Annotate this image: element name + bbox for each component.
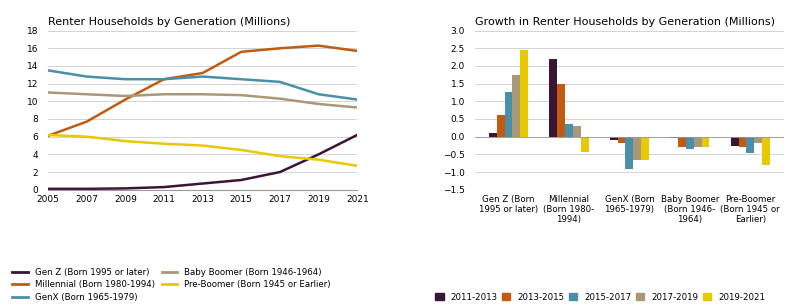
Millennial (Born 1980-1994) (43, 134, 53, 138)
Bar (565, 124, 573, 137)
GenX (Born 1965-1979) (353, 98, 362, 101)
Text: Renter Households by Generation (Millions): Renter Households by Generation (Million… (48, 17, 290, 27)
Bar (520, 50, 528, 137)
Pre-Boomer (Born 1945 or Earlier) (353, 164, 362, 168)
Bar (730, 137, 738, 146)
GenX (Born 1965-1979) (43, 69, 53, 72)
GenX (Born 1965-1979) (198, 75, 207, 78)
Gen Z (Born 1995 or later) (353, 133, 362, 137)
Bar (489, 133, 497, 137)
Millennial (Born 1980-1994) (237, 50, 246, 54)
Bar (746, 137, 754, 153)
Baby Boomer (Born 1946-1964) (121, 94, 130, 98)
Gen Z (Born 1995 or later) (82, 187, 91, 191)
Baby Boomer (Born 1946-1964) (198, 92, 207, 96)
Bar (670, 137, 678, 138)
Bar (694, 137, 702, 147)
Line: Baby Boomer (Born 1946-1964): Baby Boomer (Born 1946-1964) (48, 92, 358, 107)
Pre-Boomer (Born 1945 or Earlier) (314, 158, 323, 162)
Bar (557, 84, 565, 137)
Millennial (Born 1980-1994) (159, 77, 169, 81)
Bar (678, 137, 686, 147)
Bar (738, 137, 746, 147)
Pre-Boomer (Born 1945 or Earlier) (121, 139, 130, 143)
Millennial (Born 1980-1994) (275, 47, 285, 50)
Baby Boomer (Born 1946-1964) (159, 92, 169, 96)
Bar (512, 75, 520, 137)
Text: Growth in Renter Households by Generation (Millions): Growth in Renter Households by Generatio… (474, 17, 774, 27)
Gen Z (Born 1995 or later) (121, 187, 130, 190)
Line: Gen Z (Born 1995 or later): Gen Z (Born 1995 or later) (48, 135, 358, 189)
Pre-Boomer (Born 1945 or Earlier) (82, 135, 91, 139)
Baby Boomer (Born 1946-1964) (43, 91, 53, 94)
Bar (505, 92, 512, 137)
Gen Z (Born 1995 or later) (237, 178, 246, 182)
Line: Millennial (Born 1980-1994): Millennial (Born 1980-1994) (48, 46, 358, 136)
Bar (610, 137, 618, 140)
Bar (641, 137, 649, 160)
GenX (Born 1965-1979) (159, 77, 169, 81)
Gen Z (Born 1995 or later) (314, 152, 323, 156)
Millennial (Born 1980-1994) (82, 120, 91, 124)
Baby Boomer (Born 1946-1964) (314, 102, 323, 106)
Bar (686, 137, 694, 149)
Bar (497, 115, 505, 137)
Baby Boomer (Born 1946-1964) (237, 93, 246, 97)
Millennial (Born 1980-1994) (198, 71, 207, 75)
Gen Z (Born 1995 or later) (43, 187, 53, 191)
Baby Boomer (Born 1946-1964) (82, 92, 91, 96)
Pre-Boomer (Born 1945 or Earlier) (43, 133, 53, 137)
Pre-Boomer (Born 1945 or Earlier) (237, 148, 246, 152)
Millennial (Born 1980-1994) (314, 44, 323, 47)
Millennial (Born 1980-1994) (353, 49, 362, 53)
Gen Z (Born 1995 or later) (198, 182, 207, 185)
Bar (550, 59, 557, 137)
Line: Pre-Boomer (Born 1945 or Earlier): Pre-Boomer (Born 1945 or Earlier) (48, 135, 358, 166)
Legend: Gen Z (Born 1995 or later), Millennial (Born 1980-1994), GenX (Born 1965-1979), : Gen Z (Born 1995 or later), Millennial (… (12, 268, 330, 302)
Bar (618, 137, 626, 143)
Bar (754, 137, 762, 143)
Bar (634, 137, 641, 160)
Bar (581, 137, 589, 152)
GenX (Born 1965-1979) (275, 80, 285, 84)
GenX (Born 1965-1979) (314, 92, 323, 96)
GenX (Born 1965-1979) (237, 77, 246, 81)
Bar (573, 126, 581, 137)
Gen Z (Born 1995 or later) (275, 170, 285, 174)
GenX (Born 1965-1979) (82, 75, 91, 78)
Bar (762, 137, 770, 165)
Gen Z (Born 1995 or later) (159, 185, 169, 189)
Bar (702, 137, 710, 147)
Baby Boomer (Born 1946-1964) (275, 97, 285, 100)
Pre-Boomer (Born 1945 or Earlier) (198, 144, 207, 147)
Pre-Boomer (Born 1945 or Earlier) (275, 154, 285, 158)
Legend: 2011-2013, 2013-2015, 2015-2017, 2017-2019, 2019-2021: 2011-2013, 2013-2015, 2015-2017, 2017-20… (435, 293, 765, 302)
GenX (Born 1965-1979) (121, 77, 130, 81)
Bar (626, 137, 634, 169)
Baby Boomer (Born 1946-1964) (353, 106, 362, 109)
Pre-Boomer (Born 1945 or Earlier) (159, 142, 169, 146)
Line: GenX (Born 1965-1979): GenX (Born 1965-1979) (48, 70, 358, 99)
Millennial (Born 1980-1994) (121, 98, 130, 101)
